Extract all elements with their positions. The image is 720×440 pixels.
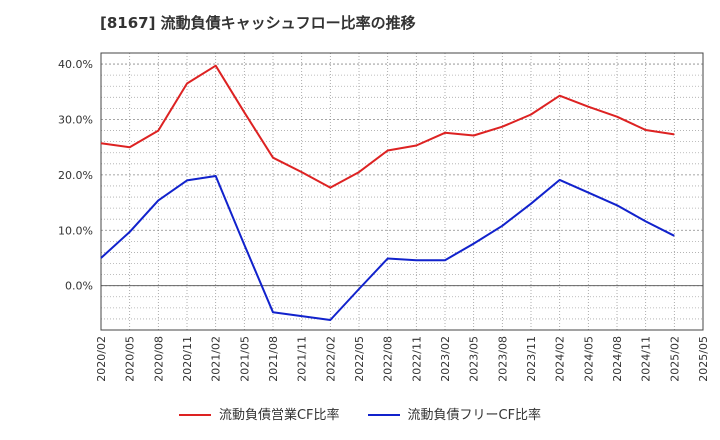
x-tick-label: 2023/08 (496, 336, 509, 382)
x-tick-label: 2020/05 (124, 336, 137, 382)
x-tick-label: 2021/02 (210, 336, 223, 382)
y-tick-label: 10.0% (58, 224, 93, 237)
series-layer (100, 64, 675, 321)
x-tick-label: 2024/11 (640, 336, 653, 382)
legend: 流動負債営業CF比率 流動負債フリーCF比率 (0, 404, 720, 423)
x-tick-label: 2021/11 (296, 336, 309, 382)
x-tick-label: 2025/05 (697, 336, 710, 382)
y-tick-label: 0.0% (65, 280, 93, 293)
x-tick-label: 2022/05 (353, 336, 366, 382)
x-tick-label: 2024/08 (611, 336, 624, 382)
x-tick-label: 2020/11 (181, 336, 194, 382)
legend-swatch (178, 413, 211, 416)
series-line-2 (100, 175, 675, 321)
x-tick-label: 2025/02 (668, 336, 681, 382)
x-tick-label: 2024/05 (582, 336, 595, 382)
y-tick-label: 40.0% (58, 58, 93, 71)
x-axis-ticks: 2020/02 2020/05 2020/08 2020/11 2021/02 2021/… (95, 336, 710, 382)
x-tick-label: 2022/02 (324, 336, 337, 382)
grid (100, 52, 704, 331)
legend-swatch (367, 413, 400, 416)
x-tick-label: 2023/05 (468, 336, 481, 382)
x-tick-label: 2023/02 (439, 336, 452, 382)
x-tick-label: 2020/08 (152, 336, 165, 382)
series-line-1 (100, 64, 675, 189)
x-tick-label: 2022/08 (382, 336, 395, 382)
y-tick-label: 20.0% (58, 169, 93, 182)
x-tick-label: 2021/08 (267, 336, 280, 382)
x-tick-label: 2023/11 (525, 336, 538, 382)
legend-label: 流動負債フリーCF比率 (407, 408, 542, 423)
x-tick-label: 2024/02 (554, 336, 567, 382)
legend-label: 流動負債営業CF比率 (218, 408, 340, 423)
chart-title: [8167] 流動負債キャッシュフロー比率の推移 (100, 14, 416, 32)
legend-item-2: 流動負債フリーCF比率 (367, 404, 542, 423)
plot-frame (100, 52, 704, 331)
x-tick-label: 2022/11 (410, 336, 423, 382)
x-tick-label: 2021/05 (238, 336, 251, 382)
axes (100, 52, 704, 331)
plot-background (101, 53, 703, 330)
y-axis-ticks: 0.0% 10.0% 20.0% 30.0% 40.0% (58, 58, 93, 293)
x-tick-label: 2020/02 (95, 336, 108, 382)
legend-item-1: 流動負債営業CF比率 (178, 404, 340, 423)
y-tick-label: 30.0% (58, 113, 93, 126)
